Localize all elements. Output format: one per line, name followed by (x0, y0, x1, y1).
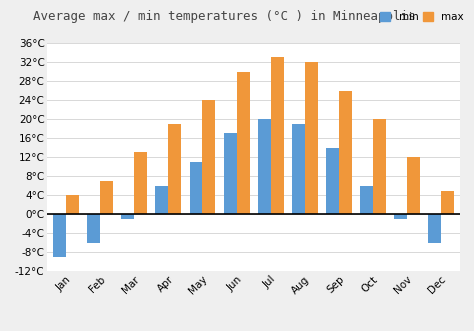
Bar (224, 133, 237, 214)
Bar (441, 191, 454, 214)
Text: Average max / min temperatures (°C ) in Minneapolis: Average max / min temperatures (°C ) in … (33, 10, 416, 23)
Bar (53, 214, 66, 257)
Bar (121, 214, 134, 219)
Bar (394, 214, 407, 219)
Bar (66, 195, 79, 214)
Bar (339, 91, 352, 214)
Bar (271, 57, 283, 214)
Bar (326, 148, 339, 214)
Bar (428, 214, 441, 243)
Bar (155, 186, 168, 214)
Bar (190, 162, 202, 214)
Bar (237, 71, 249, 214)
Bar (360, 186, 373, 214)
Bar (373, 119, 386, 214)
Bar (407, 157, 420, 214)
Bar (87, 214, 100, 243)
Bar (168, 124, 182, 214)
Bar (305, 62, 318, 214)
Bar (202, 100, 215, 214)
Bar (100, 181, 113, 214)
Bar (292, 124, 305, 214)
Bar (134, 153, 147, 214)
Bar (258, 119, 271, 214)
Legend: min, max: min, max (380, 12, 464, 22)
